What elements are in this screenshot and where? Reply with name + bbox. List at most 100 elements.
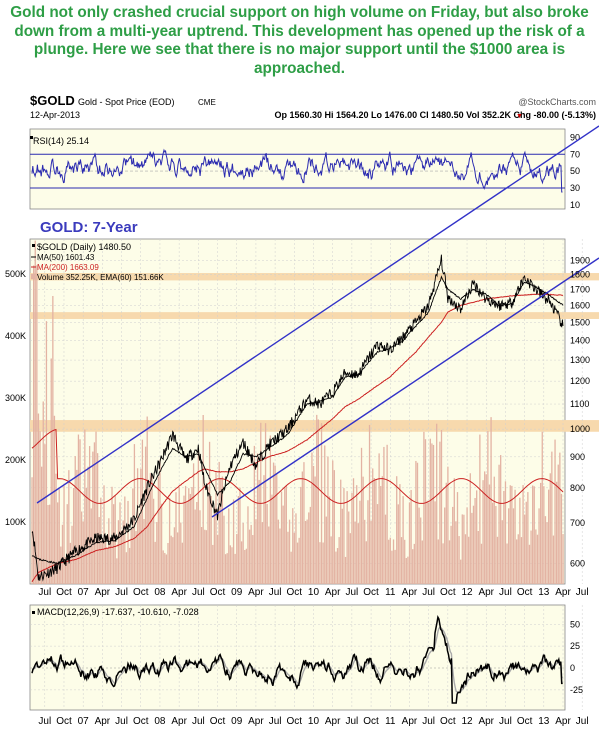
volume-bar [290, 551, 292, 584]
date-tick-label: 09 [231, 716, 243, 727]
volume-bar [69, 542, 72, 584]
price-tick-label: 1200 [570, 376, 590, 386]
instrument-name: Gold - Spot Price (EOD) [78, 97, 175, 107]
rsi-legend-marker [30, 136, 33, 139]
volume-bar [277, 519, 280, 584]
volume-bar [266, 503, 268, 584]
volume-bar [199, 510, 201, 584]
volume-bar [503, 490, 505, 584]
volume-bar [245, 548, 248, 584]
volume-bar [152, 498, 155, 584]
volume-bar [32, 265, 35, 584]
source-credit: @StockCharts.com [518, 97, 596, 107]
volume-bar [493, 476, 495, 584]
volume-bar [45, 321, 48, 584]
volume-bar [504, 481, 507, 584]
volume-bar [58, 489, 60, 584]
volume-bar [306, 519, 308, 584]
gold-price-line [31, 254, 564, 582]
volume-bar [538, 508, 540, 584]
volume-bar [236, 534, 238, 584]
volume-bar [168, 497, 171, 584]
volume-bar [144, 446, 147, 584]
date-tick-label: Oct [56, 716, 72, 727]
volume-bar [87, 466, 89, 584]
date-tick-label: Apr [478, 716, 494, 727]
volume-bar [224, 554, 227, 584]
volume-bar [127, 500, 129, 584]
volume-bar [336, 548, 339, 584]
volume-bar [426, 500, 428, 584]
volume-bar [205, 530, 208, 584]
volume-bar [79, 439, 81, 584]
volume-bar [388, 539, 390, 584]
volume-bar [112, 504, 115, 584]
volume-bar [319, 542, 321, 584]
volume-bar [487, 431, 489, 584]
macd-tick-label: -25 [570, 685, 583, 695]
volume-tick-label: 100K [5, 517, 26, 527]
volume-bar [391, 550, 393, 584]
volume-bar [327, 456, 329, 584]
volume-bar [496, 536, 499, 584]
volume-bar [196, 501, 198, 584]
volume-bar [220, 478, 222, 584]
date-tick-label: 11 [385, 716, 396, 727]
volume-bar [50, 358, 52, 584]
volume-bar [175, 492, 177, 584]
volume-bar [261, 522, 264, 584]
legend-volume-swatch [31, 274, 35, 279]
volume-bar [541, 431, 543, 584]
volume-bar [527, 492, 529, 584]
volume-bar [444, 507, 446, 584]
date-tick-label: 10 [308, 587, 320, 598]
volume-bar [309, 506, 311, 584]
volume-bar [250, 524, 252, 584]
volume-tick-label: 400K [5, 331, 26, 341]
volume-bar [340, 479, 342, 584]
volume-bar [125, 552, 128, 584]
volume-bar [122, 520, 124, 584]
date-tick-label: Apr [555, 716, 571, 727]
volume-bar [140, 468, 142, 584]
date-tick-label: Apr [248, 716, 264, 727]
volume-tick-label: 300K [5, 393, 26, 403]
volume-bar [271, 494, 273, 584]
volume-bar [466, 507, 468, 584]
volume-bar [410, 489, 412, 584]
volume-bar [405, 558, 407, 584]
date-tick-label: Jul [422, 587, 435, 598]
volume-bar [559, 452, 561, 584]
volume-bar [244, 549, 246, 584]
macd-axis: -25 0 25 50 [570, 619, 583, 695]
volume-bar [194, 509, 196, 584]
volume-bar [84, 429, 86, 584]
volume-bar [373, 477, 375, 584]
quote-line: Op 1560.30 Hi 1564.20 Lo 1476.00 Cl 1480… [274, 110, 596, 120]
volume-bar [522, 485, 524, 584]
volume-bar [469, 473, 471, 584]
volume-bar [304, 520, 307, 584]
volume-bar [412, 549, 414, 584]
price-tick-label: 900 [570, 452, 585, 462]
volume-bar [66, 504, 68, 584]
volume-bar [93, 442, 96, 584]
volume-bar [120, 530, 123, 584]
volume-bar [490, 417, 492, 584]
volume-ema-line [31, 428, 564, 504]
date-tick-label: Jul [345, 716, 358, 727]
macd-panel [29, 604, 566, 711]
date-axis-top: Jul Oct 07 Apr Jul Oct 08 Apr Jul Oct 09 Apr Jul Oct 1… [38, 587, 588, 598]
volume-bar [540, 482, 542, 584]
volume-bar [338, 537, 340, 584]
volume-axis: 100K 200K 300K 400K 500K [5, 269, 26, 527]
volume-bar [204, 529, 206, 584]
volume-bar [76, 469, 78, 584]
volume-bar [352, 478, 355, 584]
volume-bar [552, 535, 555, 584]
volume-bar [445, 482, 447, 584]
price-axis: 600 700 800 900 1000 1100 1200 1300 1400 1500 1600… [570, 255, 590, 568]
date-tick-label: Oct [287, 587, 303, 598]
macd-tick-label: 0 [570, 663, 575, 673]
date-tick-label: Jul [499, 587, 512, 598]
